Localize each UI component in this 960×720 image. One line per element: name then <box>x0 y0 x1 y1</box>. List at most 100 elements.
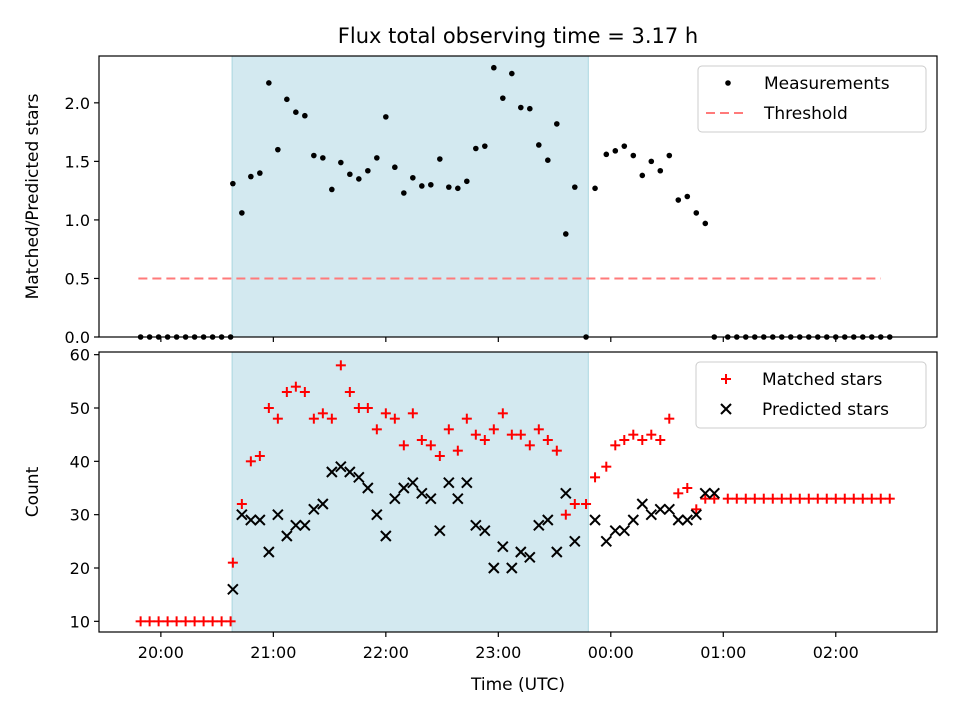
predicted-star-point <box>389 492 401 505</box>
matched-star-point <box>803 493 814 504</box>
predicted-star-mark-b <box>398 482 410 494</box>
matched-star-point <box>857 493 868 504</box>
top-observing-window <box>231 55 589 338</box>
bottom-y-tick-label: 40 <box>70 452 90 471</box>
predicted-star-mark-b <box>281 530 293 542</box>
matched-star-point <box>488 424 499 435</box>
matched-star-point <box>416 435 427 445</box>
predicted-star-point <box>542 514 554 526</box>
matched-star-point <box>353 403 364 413</box>
predicted-star-mark-b <box>245 514 257 526</box>
bottom-axes-frame <box>98 351 938 633</box>
predicted-star-point <box>227 583 239 596</box>
matched-star-point <box>767 493 778 504</box>
measurement-point <box>302 112 308 119</box>
predicted-star-mark-b <box>479 524 491 537</box>
predicted-star-point <box>627 514 640 526</box>
matched-star-point <box>673 488 684 499</box>
predicted-star-mark-b <box>672 514 684 526</box>
measurement-point <box>518 104 524 111</box>
measurement-point <box>648 158 655 165</box>
predicted-star-point <box>488 562 500 574</box>
matched-star-point <box>198 616 209 627</box>
predicted-star-mark-b <box>618 524 631 537</box>
predicted-star-point <box>434 524 446 537</box>
legend-predicted-marker-b <box>720 403 732 415</box>
matched-star-point <box>281 387 292 397</box>
matched-star-point <box>610 440 621 451</box>
measurement-point <box>266 80 272 86</box>
predicted-star-mark-b <box>600 535 613 548</box>
predicted-star-point <box>636 498 649 510</box>
x-tick-label: 22:00 <box>363 643 409 662</box>
predicted-star-mark-b <box>407 476 419 489</box>
matched-star-point <box>227 557 238 568</box>
predicted-star-mark-b <box>488 562 500 574</box>
x-tick-label: 01:00 <box>700 643 746 662</box>
predicted-star-point <box>645 508 657 521</box>
predicted-star-mark-b <box>461 476 473 489</box>
predicted-star-mark-b <box>681 514 693 526</box>
bottom-y-tick-label: 50 <box>70 399 90 418</box>
predicted-star-mark-b <box>353 471 365 484</box>
measurement-point <box>239 210 245 216</box>
predicted-star-mark-b <box>506 562 518 574</box>
matched-star-point <box>272 413 283 424</box>
matched-star-point <box>299 387 310 397</box>
matched-star-point <box>839 493 850 504</box>
matched-star-point <box>794 493 805 504</box>
bottom-panel: 10 20 30 40 50 60 20:00 21:00 22:00 23:00 00:00 01:… <box>23 346 938 662</box>
top-y-tick-label: 0.5 <box>65 269 90 288</box>
matched-star-point <box>830 493 841 504</box>
measurement-point <box>320 155 326 161</box>
predicted-star-point <box>398 482 410 494</box>
measurement-point <box>293 109 299 115</box>
matched-star-point <box>263 403 274 413</box>
bottom-legend-box <box>695 361 927 429</box>
matched-star-point <box>682 483 693 493</box>
matched-star-point <box>425 440 436 451</box>
measurement-point <box>693 210 700 216</box>
legend-label: Matched stars <box>762 370 882 390</box>
predicted-star-point <box>254 514 266 526</box>
predicted-star-mark-b <box>627 514 640 526</box>
predicted-star-mark-b <box>326 466 338 478</box>
matched-star-point <box>664 413 675 424</box>
predicted-star-point <box>470 519 482 532</box>
top-y-axis-label: Matched/Predicted stars <box>23 93 43 299</box>
matched-star-point <box>254 451 265 461</box>
predicted-star-point <box>452 492 464 505</box>
predicted-star-point <box>560 487 572 500</box>
x-tick-label: 23:00 <box>475 643 521 662</box>
matched-star-point <box>452 445 463 456</box>
matched-star-point <box>601 461 612 472</box>
predicted-star-point <box>699 487 711 500</box>
legend-label: Threshold <box>763 104 848 124</box>
predicted-star-mark-b <box>452 492 464 505</box>
predicted-star-point <box>326 466 338 478</box>
matched-star-point <box>290 381 301 392</box>
matched-star-point <box>461 413 472 424</box>
predicted-star-point <box>589 514 601 526</box>
predicted-star-mark-b <box>416 487 428 500</box>
matched-star-point <box>691 504 702 515</box>
top-y-tick-label: 2.0 <box>65 94 90 113</box>
bottom-y-tick-label: 30 <box>70 506 90 525</box>
top-panel: 0.0 0.5 1.0 1.5 2.0 Matched/Predicted stars Me… <box>23 55 938 347</box>
matched-star-point <box>180 616 191 627</box>
measurement-point <box>473 145 479 152</box>
measurement-point <box>657 167 664 174</box>
measurement-point <box>563 231 569 237</box>
predicted-star-point <box>380 530 392 542</box>
matched-star-point <box>245 456 256 467</box>
matched-star-point <box>628 429 639 440</box>
predicted-star-mark-b <box>524 551 536 564</box>
bottom-y-tick-label: 10 <box>70 612 90 631</box>
matched-star-point <box>884 493 895 504</box>
matched-star-point <box>812 493 823 504</box>
predicted-star-point <box>569 535 581 548</box>
predicted-star-mark-b <box>699 487 711 500</box>
measurement-point <box>491 64 497 71</box>
matched-star-point <box>875 493 886 504</box>
legend-measurement-marker <box>725 80 731 86</box>
